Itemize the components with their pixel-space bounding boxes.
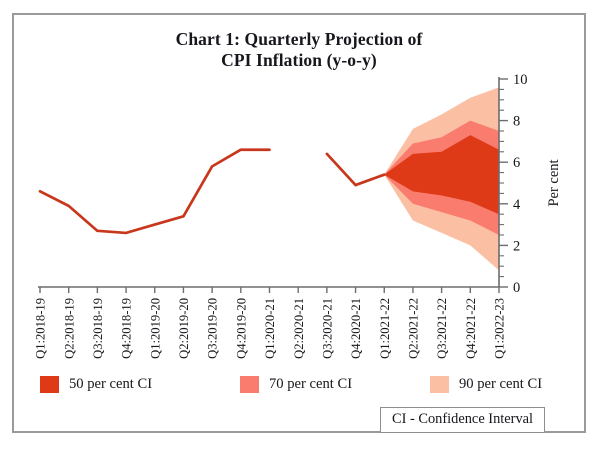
legend-item-ci90: 90 per cent CI: [430, 375, 564, 393]
confidence-interval-note: CI - Confidence Interval: [380, 407, 546, 433]
x-axis-tick-labels: Q1:2018-19 Q2:2018-19 Q3:2018-19 Q4:2018-19…: [34, 298, 507, 359]
x-tick-label: Q4:2021-22: [464, 298, 478, 359]
x-tick-label: Q3:2018-19: [91, 298, 105, 359]
y-tick-label: 2: [513, 238, 520, 254]
x-tick-label: Q4:2018-19: [120, 298, 134, 359]
y-axis-title: Per cent: [546, 159, 562, 206]
y-tick-label: 6: [513, 155, 520, 171]
inflation-line: [38, 148, 386, 235]
chart-title-line-2: CPI Inflation (y-o-y): [221, 50, 377, 70]
legend-swatch-ci50: [40, 375, 59, 393]
x-tick-label: Q2:2020-21: [292, 298, 306, 359]
x-tick-label: Q1:2022-23: [493, 298, 507, 359]
legend-item-ci70: 70 per cent CI: [240, 375, 430, 393]
x-tick-label: Q1:2018-19: [34, 298, 48, 359]
legend-item-ci50: 50 per cent CI: [40, 375, 240, 393]
chart-axes: [38, 77, 508, 293]
x-tick-label: Q3:2020-21: [320, 298, 334, 359]
legend-swatch-ci70: [240, 375, 259, 393]
x-tick-label: Q2:2021-22: [407, 298, 421, 359]
chart-legend: 50 per cent CI 70 per cent CI 90 per cen…: [40, 372, 564, 396]
x-tick-label: Q4:2019-20: [234, 298, 248, 359]
x-tick-label: Q1:2021-22: [378, 298, 392, 359]
fan-chart-plot: 0 2 4 6 8 10 Q1:2018-19 Q2:2018-19 Q3:2018-19 Q4…: [34, 72, 562, 359]
chart-panel: Chart 1: Quarterly Projection of CPI Inf…: [12, 13, 586, 433]
x-tick-label: Q2:2018-19: [62, 298, 76, 359]
actual-inflation-line-segment: [38, 148, 271, 235]
legend-swatch-ci90: [430, 375, 449, 393]
y-axis-tick-labels: 0 2 4 6 8 10: [513, 72, 528, 296]
legend-label-ci50: 50 per cent CI: [69, 375, 153, 392]
y-tick-label: 8: [513, 114, 520, 130]
legend-label-ci70: 70 per cent CI: [269, 375, 353, 392]
x-tick-label: Q3:2019-20: [206, 298, 220, 359]
y-tick-label: 0: [513, 280, 520, 296]
y-tick-label: 10: [513, 72, 528, 88]
chart-title: Chart 1: Quarterly Projection of CPI Inf…: [14, 29, 584, 71]
x-tick-label: Q1:2020-21: [263, 298, 277, 359]
actual-inflation-line-segment: [325, 152, 386, 187]
x-tick-label: Q3:2021-22: [435, 298, 449, 359]
chart-title-line-1: Chart 1: Quarterly Projection of: [175, 29, 423, 49]
x-tick-label: Q1:2019-20: [148, 298, 162, 359]
legend-label-ci90: 90 per cent CI: [459, 375, 543, 392]
band-50-per-cent-ci: [384, 135, 499, 215]
x-tick-label: Q4:2020-21: [349, 298, 363, 359]
confidence-bands: [384, 87, 499, 271]
y-tick-label: 4: [513, 197, 521, 213]
x-tick-label: Q2:2019-20: [177, 298, 191, 359]
